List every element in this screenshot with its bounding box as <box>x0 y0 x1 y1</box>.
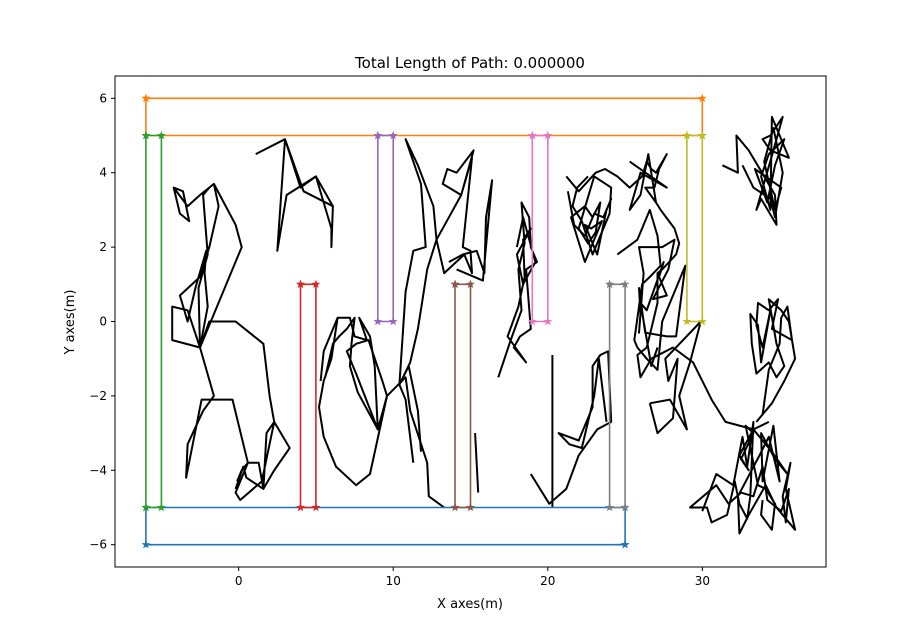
series-7-point-2 <box>543 130 553 140</box>
series-6-point-2 <box>466 279 475 289</box>
y-tick-label: 0 <box>99 315 107 329</box>
series-3-point-2 <box>156 130 166 140</box>
series-6-point-4 <box>450 502 460 512</box>
x-ticks: 0 10 20 30 <box>235 567 710 588</box>
y-tick-label: 4 <box>99 166 107 180</box>
series-1-point-5 <box>620 540 630 549</box>
y-tick-label: 2 <box>99 240 107 254</box>
series-8-point-4 <box>605 502 614 512</box>
obstacle-line-18 <box>721 115 790 226</box>
obstacle-line-14 <box>566 175 613 263</box>
series-4-point-2 <box>311 279 321 289</box>
x-tick-label: 30 <box>695 574 710 588</box>
series-9-point-2 <box>697 130 707 140</box>
series-6-point-5 <box>450 279 460 289</box>
series-9-point-5 <box>682 130 692 140</box>
series-7-point-3 <box>543 316 553 326</box>
obstacle-line-2 <box>199 320 291 501</box>
obstacle-line-3 <box>185 347 249 482</box>
y-tick-label: 6 <box>99 91 107 105</box>
series-3-point-4 <box>141 502 151 512</box>
series-3-point-5 <box>141 130 151 140</box>
series-5-point-5 <box>373 130 383 140</box>
series-8-point-2 <box>620 279 630 289</box>
series-5-point-3 <box>388 316 398 326</box>
y-tick-label: −2 <box>89 389 107 403</box>
obstacle-line-6 <box>318 316 388 487</box>
series-7-point-5 <box>527 130 537 140</box>
obstacle-line-20 <box>689 420 797 535</box>
series-3-point-3 <box>156 502 166 512</box>
series-9-point-4 <box>682 316 692 326</box>
series-8-point-3 <box>620 502 630 512</box>
y-ticks: −6 −4 −2 0 2 4 6 <box>89 91 115 552</box>
series-4-point-3 <box>311 502 321 512</box>
obstacle-line-9 <box>474 433 480 493</box>
obstacle-line-13 <box>565 153 770 431</box>
obstacle-layer <box>171 115 797 535</box>
series-4-point-5 <box>296 279 305 289</box>
obstacle-line-10 <box>497 201 538 378</box>
x-tick-label: 20 <box>540 574 555 588</box>
x-axis-label: X axes(m) <box>437 597 503 612</box>
obstacle-line-15 <box>616 208 687 371</box>
series-5-point-4 <box>373 316 383 326</box>
series-2-point-5 <box>141 93 151 103</box>
obstacle-line-8 <box>448 179 494 282</box>
series-8-point-5 <box>605 279 614 289</box>
obstacle-line-4 <box>255 138 334 252</box>
obstacle-line-17 <box>648 320 702 435</box>
obstacle-line-19 <box>749 298 797 423</box>
series-5-point-2 <box>388 130 398 140</box>
obstacle-line-11 <box>529 350 613 505</box>
series-9-point-3 <box>697 316 707 326</box>
obstacle-line-16 <box>628 153 668 211</box>
series-layer <box>141 93 707 549</box>
y-axis-label: Y axes(m) <box>63 290 78 356</box>
series-1-point-2 <box>141 540 151 549</box>
x-tick-label: 10 <box>386 574 401 588</box>
y-tick-label: −6 <box>89 538 107 552</box>
x-tick-label: 0 <box>235 574 243 588</box>
series-2-point-2 <box>697 93 707 103</box>
obstacle-line-7 <box>398 138 475 463</box>
y-tick-label: −4 <box>89 463 107 477</box>
chart-title: Total Length of Path: 0.000000 <box>354 54 585 72</box>
series-7-point-4 <box>527 316 537 326</box>
series-6-point-3 <box>466 502 475 512</box>
series-4-point-4 <box>296 502 305 512</box>
